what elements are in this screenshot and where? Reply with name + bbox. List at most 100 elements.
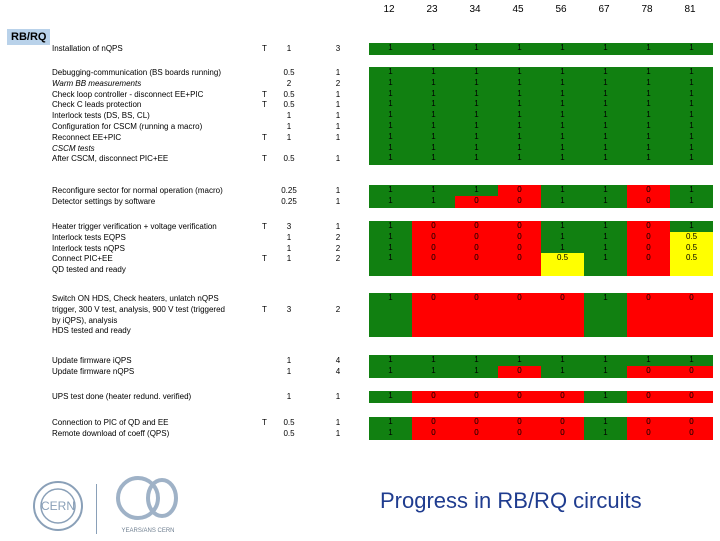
status-value: 1 [474,121,479,130]
status-cell: 1 [541,242,584,255]
status-cell: 1 [584,231,627,244]
status-cell: 1 [584,185,627,197]
status-value: 1 [474,99,479,109]
status-value: 0 [517,253,522,263]
status-cell: 1 [412,131,455,144]
status-cell: 0 [498,391,541,403]
status-cell: 1 [627,43,670,55]
status-cell: 1 [455,355,498,367]
status-cell: 0 [412,221,455,233]
section-tag: RB/RQ [7,29,51,45]
status-value: 1 [560,110,565,120]
status-cell: 1 [369,153,412,166]
status-cell: 1 [584,195,627,208]
status-cell: 1 [498,142,541,155]
status-cell: 1 [455,185,498,197]
status-value: 0 [560,391,565,400]
column-header: 78 [641,4,653,15]
status-cell: 1 [498,355,541,367]
status-value: 0 [560,427,565,437]
status-value: 1 [603,67,608,76]
status-cell: 1 [498,131,541,144]
duration-value: 1 [286,254,292,264]
status-cell: 1 [627,131,670,144]
status-value: 1 [388,365,393,375]
task-label: Remote download of coeff (QPS) [52,428,170,438]
status-value: 1 [603,365,608,375]
status-cell: 0 [498,293,541,338]
people-value: 4 [335,366,341,376]
status-cell: 1 [627,77,670,90]
status-value: 0.5 [556,253,569,263]
status-value: 1 [603,185,608,194]
test-marker: T [262,89,267,99]
status-cell: 1 [498,153,541,166]
task-label: Interlock tests (DS, BS, CL) [52,111,150,121]
duration-value: 1 [286,243,292,253]
status-cell: 0 [498,231,541,244]
status-value: 0 [560,417,565,426]
status-cell: 0 [455,427,498,440]
status-cell: 0 [627,417,670,429]
status-value: 1 [646,355,651,364]
status-value: 1 [560,77,565,87]
status-cell: 1 [369,121,412,133]
status-value: 1 [689,43,694,52]
status-cell: 1 [369,427,412,440]
status-value: 0 [646,221,651,230]
status-cell: 1 [412,365,455,378]
duration-value: 3 [286,222,292,231]
people-value: 1 [335,111,341,121]
status-value: 0 [431,242,436,252]
status-cell: 1 [541,153,584,166]
status-value: 1 [474,43,479,52]
people-value: 2 [335,254,341,264]
task-label: Reconnect EE+PIC [52,132,122,142]
svg-text:CERN: CERN [41,499,75,513]
status-cell: 1 [670,142,713,155]
status-value: 0 [689,417,694,426]
status-cell: 1 [670,355,713,367]
status-cell: 1 [369,391,412,403]
status-value: 0 [646,231,651,241]
status-value: 1 [603,293,608,302]
status-value: 1 [431,355,436,364]
status-value: 1 [474,110,479,120]
duration-value: 0.25 [281,196,297,206]
status-value: 1 [603,142,608,152]
status-cell: 1 [627,142,670,155]
status-cell: 1 [584,427,627,440]
people-value: 3 [335,44,341,53]
status-value: 1 [689,77,694,87]
status-cell: 1 [412,121,455,133]
status-value: 0.5 [685,231,698,241]
status-value: 0 [474,293,479,302]
status-value: 0 [474,231,479,241]
status-cell: 0 [670,365,713,378]
status-value: 0 [689,365,694,375]
task-label: Configuration for CSCM (running a macro) [52,121,203,131]
status-value: 1 [603,153,608,163]
status-value: 1 [431,43,436,52]
status-cell: 1 [627,153,670,166]
status-cell: 1 [670,99,713,112]
status-cell: 0 [627,185,670,197]
status-value: 0 [431,293,436,302]
status-value: 0 [517,427,522,437]
status-cell: 1 [369,142,412,155]
status-value: 1 [474,88,479,98]
status-cell: 1 [498,43,541,55]
duration-value: 1 [286,132,292,142]
task-label: HDS tested and ready [52,326,131,336]
cern-logo-icon: CERN [30,478,86,534]
status-cell: 0 [498,221,541,233]
status-value: 1 [388,185,393,194]
status-value: 1 [689,153,694,163]
status-value: 1 [474,131,479,141]
people-value: 2 [335,304,341,314]
status-cell: 1 [369,195,412,208]
status-cell: 0 [670,391,713,403]
status-cell: 1 [670,131,713,144]
status-cell: 0 [498,242,541,255]
status-value: 0.5 [685,242,698,252]
